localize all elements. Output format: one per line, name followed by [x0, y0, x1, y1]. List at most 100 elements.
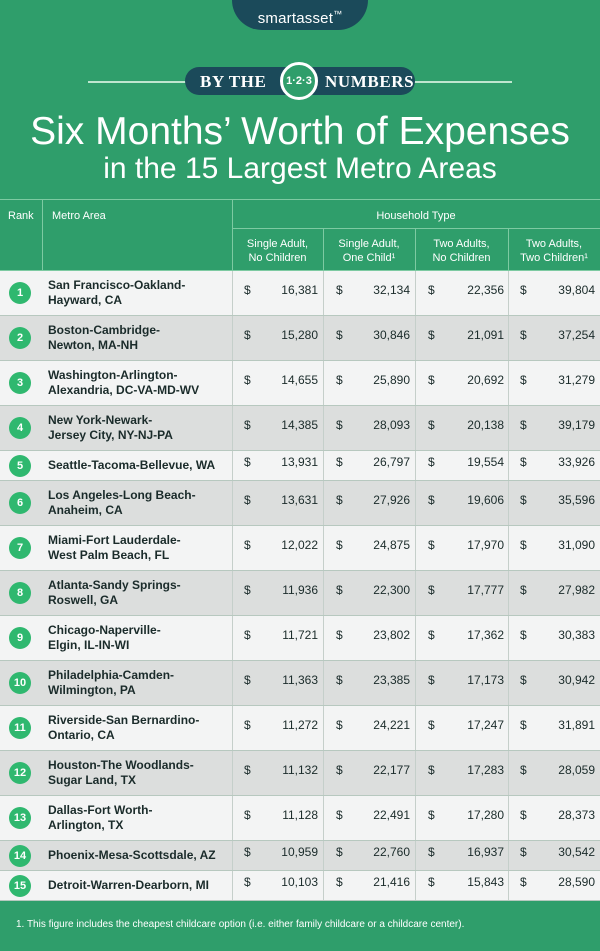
table-header: Rank Metro Area Household Type Single Ad… — [0, 199, 600, 271]
amount-value: 10,103 — [281, 875, 318, 889]
value-cell: $31,090 — [520, 538, 595, 553]
metro-line: Alexandria, DC-VA-MD-WV — [48, 383, 200, 397]
metro-line: Sugar Land, TX — [48, 773, 137, 787]
currency-symbol: $ — [520, 455, 527, 469]
value-cell: $11,272 — [244, 718, 318, 733]
column-divider — [415, 841, 416, 870]
column-divider — [415, 796, 416, 840]
header-col-divider — [323, 228, 324, 270]
column-divider — [232, 361, 233, 405]
rank-badge: 14 — [9, 844, 31, 867]
metro-line: Dallas-Fort Worth- — [48, 803, 153, 817]
metro-line: Chicago-Naperville- — [48, 623, 161, 637]
currency-symbol: $ — [244, 807, 251, 822]
currency-symbol: $ — [520, 672, 527, 687]
metro-area-name: Los Angeles-Long Beach- Anaheim, CA — [48, 488, 196, 518]
value-cell: $31,891 — [520, 718, 595, 733]
column-divider — [508, 526, 509, 570]
column-divider — [232, 271, 233, 315]
amount-value: 28,373 — [558, 807, 595, 822]
value-cell: $39,804 — [520, 283, 595, 298]
amount-value: 17,970 — [467, 537, 504, 552]
currency-symbol: $ — [244, 492, 251, 507]
value-cell: $28,059 — [520, 763, 595, 778]
currency-symbol: $ — [428, 672, 435, 687]
amount-value: 22,177 — [373, 762, 410, 777]
amount-value: 14,655 — [281, 372, 318, 387]
table-row: 5 Seattle-Tacoma-Bellevue, WA $13,931 $26,7… — [0, 451, 600, 481]
amount-value: 14,385 — [281, 417, 318, 432]
value-cell: $16,381 — [244, 283, 318, 298]
brand-logo[interactable]: smartasset™ — [232, 0, 368, 30]
column-divider — [415, 361, 416, 405]
value-cell: $17,283 — [428, 763, 504, 778]
title-line-1: Six Months’ Worth of Expenses — [30, 110, 570, 153]
value-cell: $11,128 — [244, 808, 318, 823]
value-cell: $21,416 — [336, 875, 410, 890]
value-cell: $28,590 — [520, 875, 595, 890]
value-cell: $17,362 — [428, 628, 504, 643]
value-cell: $35,596 — [520, 493, 595, 508]
metro-area-name: Miami-Fort Lauderdale- West Palm Beach, F… — [48, 533, 181, 563]
metro-line: Phoenix-Mesa-Scottsdale, AZ — [48, 848, 216, 862]
column-divider — [508, 616, 509, 660]
currency-symbol: $ — [244, 875, 251, 889]
currency-symbol: $ — [520, 762, 527, 777]
value-cell: $22,491 — [336, 808, 410, 823]
metro-line: Los Angeles-Long Beach- — [48, 488, 196, 502]
value-cell: $17,247 — [428, 718, 504, 733]
column-divider — [323, 451, 324, 480]
header-col-divider — [415, 228, 416, 270]
column-divider — [415, 661, 416, 705]
currency-symbol: $ — [428, 492, 435, 507]
column-divider — [508, 451, 509, 480]
currency-symbol: $ — [336, 417, 343, 432]
value-cell: $15,843 — [428, 875, 504, 890]
title-line-2: in the 15 Largest Metro Areas — [103, 152, 497, 185]
amount-value: 23,802 — [373, 627, 410, 642]
metro-line: San Francisco-Oakland- — [48, 278, 186, 292]
metro-line: Newton, MA-NH — [48, 338, 138, 352]
column-divider — [232, 871, 233, 900]
column-divider — [415, 481, 416, 525]
column-divider — [508, 316, 509, 360]
value-cell: $22,177 — [336, 763, 410, 778]
amount-value: 19,554 — [467, 455, 504, 469]
amount-value: 31,279 — [558, 372, 595, 387]
amount-value: 30,942 — [558, 672, 595, 687]
metro-area-name: San Francisco-Oakland- Hayward, CA — [48, 278, 185, 308]
metro-line: Wilmington, PA — [48, 683, 136, 697]
rank-badge: 11 — [9, 717, 31, 739]
currency-symbol: $ — [336, 455, 343, 469]
amount-value: 11,132 — [282, 762, 318, 777]
metro-line: Detroit-Warren-Dearborn, MI — [48, 878, 209, 892]
rank-badge: 4 — [9, 417, 31, 439]
currency-symbol: $ — [428, 717, 435, 732]
currency-symbol: $ — [520, 845, 527, 859]
amount-value: 31,891 — [558, 717, 595, 732]
rank-badge: 15 — [9, 874, 31, 897]
column-divider — [415, 706, 416, 750]
currency-symbol: $ — [428, 327, 435, 342]
currency-symbol: $ — [336, 537, 343, 552]
column-divider — [508, 406, 509, 450]
banner-rule-right — [412, 81, 512, 83]
currency-symbol: $ — [244, 627, 251, 642]
header-household-type: Household Type — [376, 210, 456, 222]
value-cell: $17,280 — [428, 808, 504, 823]
column-divider — [508, 361, 509, 405]
column-divider — [323, 481, 324, 525]
amount-value: 16,381 — [281, 282, 318, 297]
amount-value: 37,254 — [558, 327, 595, 342]
amount-value: 21,416 — [373, 875, 410, 889]
currency-symbol: $ — [336, 807, 343, 822]
value-cell: $31,279 — [520, 373, 595, 388]
currency-symbol: $ — [244, 537, 251, 552]
currency-symbol: $ — [336, 327, 343, 342]
value-cell: $19,554 — [428, 455, 504, 470]
value-cell: $10,959 — [244, 845, 318, 860]
currency-symbol: $ — [428, 582, 435, 597]
value-cell: $11,132 — [244, 763, 318, 778]
amount-value: 31,090 — [558, 537, 595, 552]
currency-symbol: $ — [244, 717, 251, 732]
